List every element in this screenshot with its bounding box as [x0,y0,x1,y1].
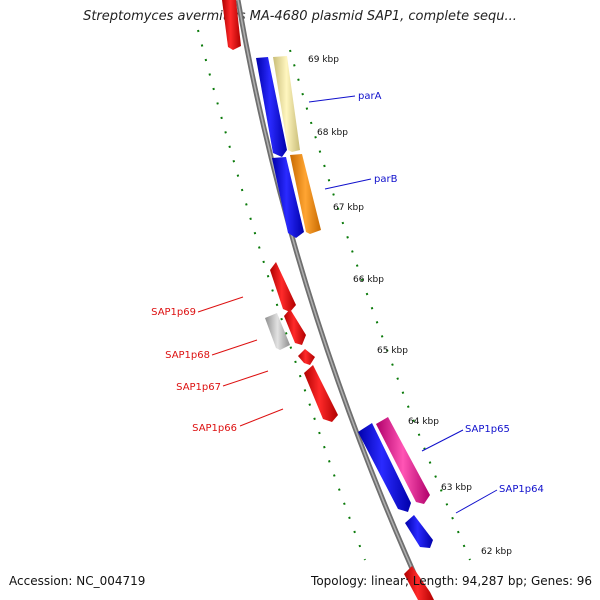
cds-parA[interactable] [256,57,287,157]
cds-top-red[interactable] [222,0,241,50]
leader-line [308,95,356,103]
label-SAP1p66[interactable]: SAP1p66 [192,423,237,434]
tick-label: 67 kbp [333,203,364,213]
tick-label: 68 kbp [317,128,348,138]
forward-features [256,56,433,548]
leader-line [222,370,269,387]
forward-labels: parA parB SAP1p65 SAP1p64 [308,91,544,514]
cds-SAP1p67[interactable] [298,349,315,365]
leader-line [239,408,284,427]
leader-line [211,339,258,356]
cds-parB[interactable] [272,157,304,238]
tick-label: 64 kbp [408,417,439,427]
cds-parB-partner[interactable] [290,154,321,234]
label-parB[interactable]: parB [374,174,398,185]
leader-line [421,429,464,452]
accession-text: Accession: NC_004719 [9,574,146,588]
tick-label: 69 kbp [308,55,339,65]
cds-SAP1p64[interactable] [405,515,433,548]
cds-SAP1p65-partner[interactable] [376,417,430,504]
leader-line [197,296,244,313]
cds-SAP1p68[interactable] [284,309,306,345]
leader-line [455,489,498,514]
cds-SAP1p65[interactable] [358,423,411,512]
genome-backbone-highlight [237,0,427,600]
label-SAP1p68[interactable]: SAP1p68 [165,350,210,361]
label-SAP1p65[interactable]: SAP1p65 [465,424,510,435]
label-parA[interactable]: parA [358,91,382,102]
leader-line [324,178,372,190]
cds-SAP1p66[interactable] [304,365,338,422]
label-SAP1p69[interactable]: SAP1p69 [151,307,196,318]
tick-label: 65 kbp [377,346,408,356]
cds-grey-feature[interactable] [265,313,290,350]
tick-label: 66 kbp [353,275,384,285]
tick-label: 62 kbp [481,547,512,557]
cds-parA-partner[interactable] [273,56,300,152]
sequence-stats: Topology: linear; Length: 94,287 bp; Gen… [311,574,592,588]
reverse-features [222,0,434,600]
reverse-labels: SAP1p69 SAP1p68 SAP1p67 SAP1p66 [151,296,284,434]
label-SAP1p64[interactable]: SAP1p64 [499,484,544,495]
tick-labels: 69 kbp 68 kbp 67 kbp 66 kbp 65 kbp 64 kb… [308,55,512,557]
map-title: Streptomyces avermitilis MA-4680 plasmid… [83,9,517,24]
tick-label: 63 kbp [441,483,472,493]
label-SAP1p67[interactable]: SAP1p67 [176,382,221,393]
cds-SAP1p69[interactable] [270,262,296,312]
cds-bottom-red[interactable] [404,566,434,600]
